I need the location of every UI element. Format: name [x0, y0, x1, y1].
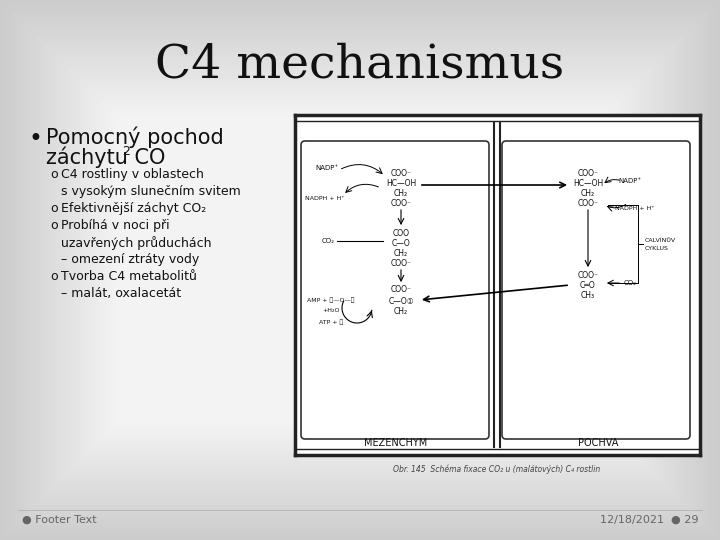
Text: – malát, oxalacetát: – malát, oxalacetát [61, 287, 181, 300]
Bar [80, 80, 640, 460]
Text: NADP⁺: NADP⁺ [618, 178, 642, 184]
Bar [104, 104, 616, 436]
Bar [52, 52, 668, 488]
Text: – omezení ztráty vody: – omezení ztráty vody [61, 253, 199, 266]
Text: CH₂: CH₂ [581, 190, 595, 199]
Bar [108, 108, 612, 432]
Text: CALVÍNŮV: CALVÍNŮV [645, 238, 676, 242]
Bar [60, 60, 660, 480]
Text: COO⁻: COO⁻ [577, 199, 598, 208]
Bar [100, 100, 620, 440]
Text: C—O: C—O [392, 240, 410, 248]
Text: ● Footer Text: ● Footer Text [22, 515, 96, 525]
Text: HC—OH: HC—OH [573, 179, 603, 188]
Text: NADPH + H⁺: NADPH + H⁺ [305, 197, 345, 201]
Text: COO⁻: COO⁻ [390, 168, 412, 178]
Bar [28, 28, 692, 512]
Text: CO₂: CO₂ [322, 238, 335, 244]
Text: o: o [50, 202, 58, 215]
Bar [76, 76, 644, 464]
Bar [96, 96, 624, 444]
Text: NADP⁺: NADP⁺ [315, 165, 338, 171]
Text: COO⁻: COO⁻ [390, 199, 412, 208]
Bar [40, 40, 680, 500]
Text: MEZENCHYM: MEZENCHYM [364, 438, 428, 448]
Text: CO₂: CO₂ [624, 280, 636, 286]
Text: Pomocný pochod: Pomocný pochod [46, 127, 224, 148]
Bar [72, 72, 648, 468]
Text: NADPH + H⁺: NADPH + H⁺ [616, 206, 654, 211]
Bar [32, 32, 688, 508]
FancyBboxPatch shape [301, 141, 489, 439]
Text: AMP + Ⓟ—O—Ⓟ: AMP + Ⓟ—O—Ⓟ [307, 297, 355, 303]
Bar [48, 48, 672, 492]
Bar [116, 116, 604, 424]
Text: o: o [50, 219, 58, 232]
Text: záchytu CO: záchytu CO [46, 147, 166, 168]
Text: POCHVA: POCHVA [578, 438, 618, 448]
Text: s vysokým slunečním svitem: s vysokým slunečním svitem [61, 185, 240, 198]
Text: uzavřených průduchách: uzavřených průduchách [61, 236, 212, 250]
Bar [84, 84, 636, 456]
Text: CH₂: CH₂ [394, 249, 408, 259]
Bar [296, 116, 699, 454]
Text: +H₂O: +H₂O [323, 308, 340, 314]
Text: ATP + Ⓟ: ATP + Ⓟ [319, 319, 343, 325]
Bar [44, 44, 676, 496]
Text: C4 rostliny v oblastech: C4 rostliny v oblastech [61, 168, 204, 181]
Text: Efektivnější záchyt CO₂: Efektivnější záchyt CO₂ [61, 202, 206, 215]
Text: COO⁻: COO⁻ [390, 260, 412, 268]
Text: CH₃: CH₃ [581, 292, 595, 300]
Text: CYKLUS: CYKLUS [645, 246, 669, 252]
Text: •: • [28, 127, 42, 151]
Text: C4 mechanismus: C4 mechanismus [156, 42, 564, 87]
Bar [56, 56, 664, 484]
Bar [92, 92, 628, 448]
Bar [88, 88, 632, 452]
Text: COO⁻: COO⁻ [577, 271, 598, 280]
Text: HC—OH: HC—OH [386, 179, 416, 188]
Bar [68, 68, 652, 472]
FancyBboxPatch shape [502, 141, 690, 439]
Text: 2: 2 [122, 145, 130, 158]
Text: COO: COO [392, 228, 410, 238]
Text: COO⁻: COO⁻ [390, 286, 412, 294]
Bar [112, 112, 608, 428]
Text: Obr. 145  Schéma fixace CO₂ u (malátových) C₄ rostlin: Obr. 145 Schéma fixace CO₂ u (malátových… [393, 465, 600, 475]
Text: C—O①: C—O① [388, 296, 414, 306]
Text: CH₂: CH₂ [394, 190, 408, 199]
Text: Tvorba C4 metabolitů: Tvorba C4 metabolitů [61, 270, 197, 283]
Text: o: o [50, 270, 58, 283]
Bar [36, 36, 684, 504]
Text: Probíhá v noci při: Probíhá v noci při [61, 219, 170, 232]
Text: C═O: C═O [580, 281, 596, 291]
Text: CH₂: CH₂ [394, 307, 408, 315]
Text: COO⁻: COO⁻ [577, 168, 598, 178]
Text: o: o [50, 168, 58, 181]
Bar [64, 64, 656, 476]
Text: 12/18/2021  ● 29: 12/18/2021 ● 29 [600, 515, 698, 525]
